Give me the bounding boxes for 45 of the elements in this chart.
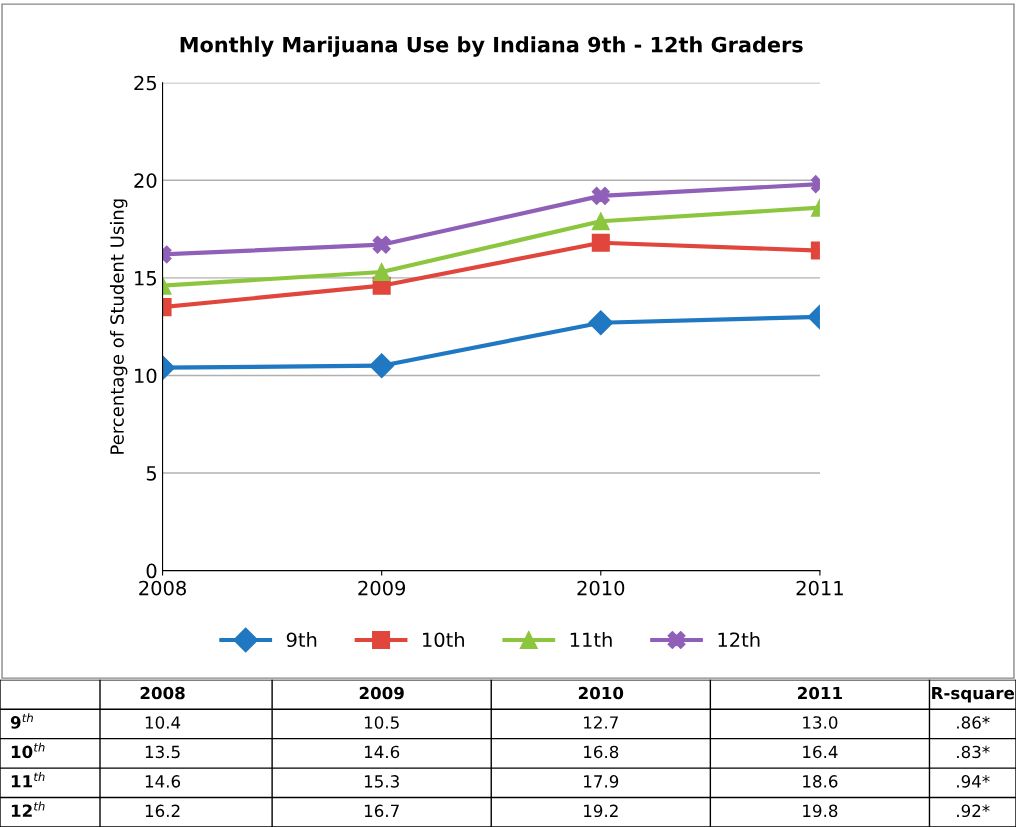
- legend-label: 11th: [570, 632, 612, 647]
- y-tick-label: 5: [146, 466, 156, 481]
- data-label: 16.2: [145, 804, 180, 818]
- data-label: 10.5: [364, 716, 399, 729]
- category-label: 2011: [798, 686, 842, 700]
- data-label: 16.8: [584, 745, 619, 759]
- x-tick-label: 2011: [796, 580, 843, 596]
- category-label: 2008: [140, 686, 185, 700]
- chart-title: Monthly Marijuana Use by Indiana 9th - 12th Graders: [180, 36, 803, 57]
- y-axis-title: Percentage of Student Using: [109, 199, 128, 454]
- data-label: 17.9: [584, 775, 619, 788]
- text: .83*: [957, 745, 990, 759]
- data-label: 13.0: [803, 716, 838, 729]
- y-tick-label: 10: [135, 368, 157, 384]
- data-label: 10.4: [145, 716, 181, 729]
- text: 11$^{th}$: [11, 772, 45, 788]
- data-label: 14.6: [145, 775, 181, 788]
- data-label: 16.7: [364, 804, 399, 818]
- y-tick-label: 15: [135, 271, 156, 286]
- text: 9$^{th}$: [10, 713, 33, 729]
- text: 12$^{th}$: [11, 801, 45, 817]
- legend-label: 9th: [286, 632, 317, 648]
- x-tick-label: 2009: [358, 580, 406, 596]
- data-label: 18.6: [803, 775, 838, 788]
- data-label: 16.4: [803, 745, 838, 759]
- legend-label: 10th: [423, 632, 464, 648]
- y-tick-label: 20: [134, 173, 157, 188]
- y-tick-label: 0: [146, 563, 157, 579]
- category-label: 2010: [578, 686, 624, 700]
- x-tick-label: 2008: [139, 580, 186, 596]
- data-label: 15.3: [364, 775, 399, 788]
- data-label: 14.6: [364, 745, 400, 759]
- text: .86*: [957, 716, 990, 729]
- x-tick-label: 2010: [577, 580, 625, 596]
- data-label: 13.5: [145, 745, 180, 759]
- text: 10$^{th}$: [11, 742, 45, 759]
- data-label: 19.8: [803, 804, 838, 818]
- category-label: 2009: [359, 686, 404, 700]
- legend-label: 12th: [718, 632, 760, 647]
- data-label: 12.7: [584, 716, 618, 729]
- data-label: 19.2: [584, 804, 618, 818]
- y-tick-label: 25: [134, 75, 156, 91]
- text: .92*: [957, 804, 990, 818]
- text: .94*: [957, 775, 990, 788]
- text: R-square: [932, 686, 1015, 703]
